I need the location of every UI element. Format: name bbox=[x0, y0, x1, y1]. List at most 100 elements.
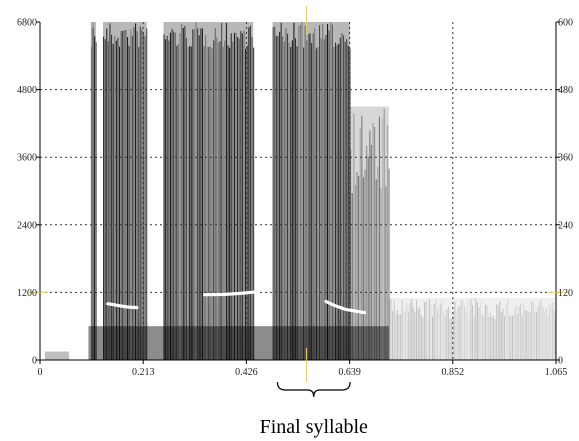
energy-striation bbox=[133, 27, 135, 360]
energy-striation bbox=[532, 300, 534, 360]
pitch-contour bbox=[203, 290, 260, 297]
energy-striation bbox=[141, 29, 143, 360]
energy-striation bbox=[500, 312, 502, 360]
energy-striation bbox=[280, 22, 282, 360]
energy-striation bbox=[378, 116, 380, 360]
energy-striation bbox=[404, 310, 406, 360]
energy-striation bbox=[412, 306, 414, 360]
energy-striation bbox=[521, 314, 523, 360]
energy-striation bbox=[420, 315, 422, 360]
energy-striation bbox=[189, 46, 191, 360]
energy-striation bbox=[462, 299, 464, 360]
energy-striation bbox=[441, 299, 443, 360]
energy-striation bbox=[229, 47, 231, 361]
energy-striation bbox=[367, 156, 369, 360]
energy-striation bbox=[377, 167, 379, 360]
energy-striation bbox=[448, 306, 450, 360]
energy-striation bbox=[465, 311, 467, 360]
energy-striation bbox=[320, 38, 322, 361]
energy-striation bbox=[90, 46, 92, 361]
x-tick-label: 0.852 bbox=[442, 367, 465, 378]
y-tick-label-right: 240 bbox=[558, 220, 573, 231]
energy-striation bbox=[403, 311, 405, 360]
energy-striation bbox=[143, 33, 145, 360]
energy-striation bbox=[130, 29, 132, 361]
energy-striation bbox=[217, 42, 219, 361]
energy-striation bbox=[335, 42, 337, 360]
energy-striation bbox=[401, 300, 403, 360]
energy-striation bbox=[446, 309, 448, 360]
energy-striation bbox=[327, 24, 329, 360]
y-tick-label-left: 2400 bbox=[17, 220, 37, 231]
energy-striation bbox=[507, 298, 509, 360]
energy-striation bbox=[473, 317, 475, 360]
energy-striation bbox=[496, 304, 498, 360]
grid-lines bbox=[40, 22, 556, 360]
energy-striation bbox=[233, 32, 235, 361]
energy-striation bbox=[322, 24, 324, 360]
energy-striation bbox=[296, 46, 298, 361]
energy-striation bbox=[475, 298, 477, 360]
energy-striation bbox=[279, 31, 281, 361]
energy-striation bbox=[364, 169, 366, 360]
energy-striation bbox=[534, 311, 536, 360]
energy-striation bbox=[540, 299, 542, 360]
energy-striation bbox=[222, 46, 224, 361]
energy-striation bbox=[205, 35, 207, 360]
energy-striation bbox=[184, 25, 186, 361]
energy-striation bbox=[227, 45, 229, 361]
energy-striation bbox=[201, 28, 203, 361]
energy-striation bbox=[237, 37, 239, 360]
energy-striation bbox=[166, 36, 168, 360]
energy-striation bbox=[393, 300, 395, 360]
energy-striation bbox=[323, 39, 325, 360]
energy-striation bbox=[411, 299, 413, 360]
energy-striation bbox=[314, 28, 316, 360]
energy-striation bbox=[548, 304, 550, 360]
energy-striation bbox=[249, 25, 251, 360]
energy-striation bbox=[208, 46, 210, 361]
energy-striation bbox=[478, 307, 480, 360]
energy-striation bbox=[325, 35, 327, 360]
energy-striation bbox=[235, 32, 237, 361]
energy-striation bbox=[467, 299, 469, 360]
x-tick-label: 0.426 bbox=[235, 367, 258, 378]
energy-striation bbox=[347, 45, 349, 361]
energy-striation bbox=[232, 41, 234, 360]
energy-striation bbox=[483, 316, 485, 360]
energy-striation bbox=[176, 45, 178, 360]
energy-striation bbox=[449, 319, 451, 360]
energy-striation bbox=[221, 22, 223, 361]
energy-striation bbox=[309, 33, 311, 361]
energy-striation bbox=[224, 40, 226, 360]
energy-striation bbox=[245, 48, 247, 361]
energy-striation bbox=[315, 48, 317, 361]
energy-striation bbox=[539, 300, 541, 360]
energy-striation bbox=[499, 301, 501, 360]
time-cursor[interactable] bbox=[28, 6, 568, 382]
energy-striation bbox=[122, 31, 124, 360]
energy-striation bbox=[173, 31, 175, 360]
energy-striation bbox=[203, 46, 205, 360]
y-tick-label-left: 0 bbox=[32, 356, 37, 367]
energy-striation bbox=[390, 298, 392, 360]
energy-striation bbox=[386, 125, 388, 360]
energy-striation bbox=[489, 312, 491, 360]
energy-striation bbox=[190, 46, 192, 360]
energy-striation bbox=[144, 36, 146, 361]
energy-striation bbox=[451, 318, 453, 360]
energy-striation bbox=[460, 300, 462, 360]
energy-striation bbox=[319, 25, 321, 361]
energy-striation bbox=[526, 310, 528, 360]
energy-striation bbox=[248, 27, 250, 361]
energy-striation bbox=[343, 35, 345, 361]
energy-striation bbox=[95, 42, 97, 361]
energy-striation bbox=[356, 172, 358, 360]
energy-striation bbox=[165, 39, 167, 360]
energy-striation bbox=[408, 311, 410, 360]
energy-striation bbox=[375, 179, 377, 360]
energy-striation bbox=[119, 46, 121, 360]
energy-striation bbox=[398, 314, 400, 360]
